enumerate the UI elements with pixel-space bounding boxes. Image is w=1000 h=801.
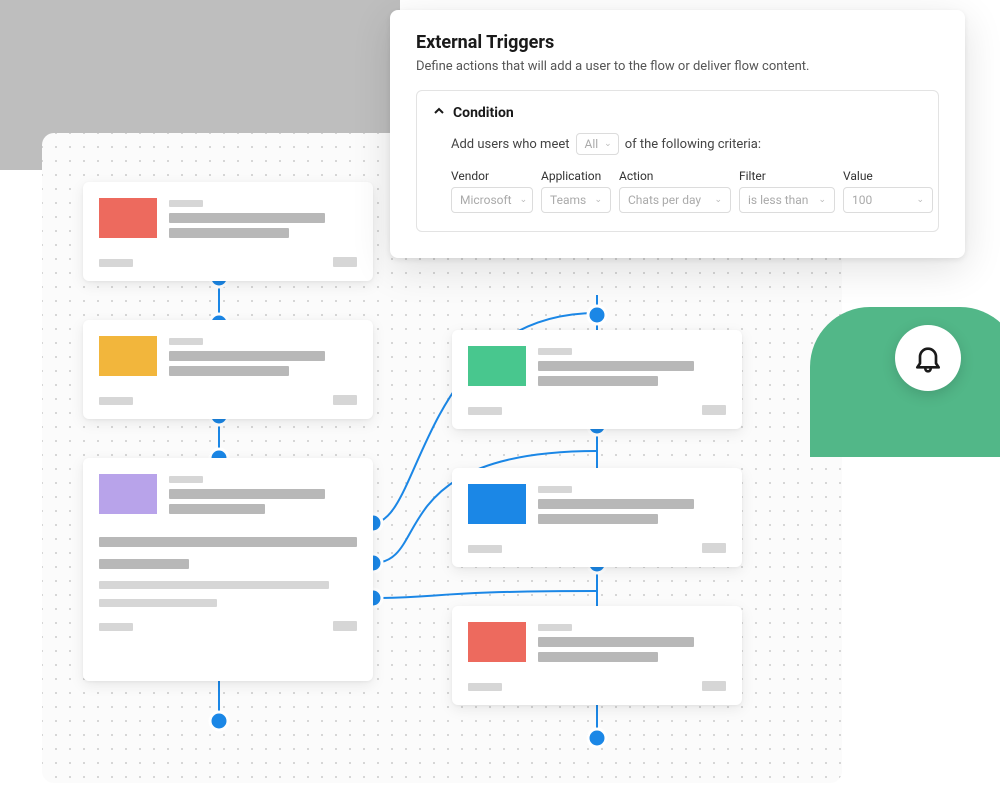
- chevron-down-icon: ⌄: [520, 195, 528, 205]
- condition-field: Value 100 ⌄: [843, 169, 933, 213]
- field-label: Action: [619, 169, 731, 183]
- flow-card[interactable]: [83, 458, 373, 681]
- card-footer-left: [99, 259, 133, 267]
- flow-card[interactable]: [452, 468, 742, 567]
- card-footer-right: [333, 257, 357, 267]
- panel-title: External Triggers: [416, 32, 939, 53]
- field-value: Chats per day: [628, 193, 701, 207]
- condition-header[interactable]: Condition: [433, 105, 922, 121]
- card-text-placeholder: [538, 346, 726, 391]
- field-select[interactable]: Microsoft ⌄: [451, 187, 533, 213]
- bell-icon: [912, 342, 944, 374]
- card-text-placeholder: [538, 484, 726, 529]
- card-footer-right: [333, 395, 357, 405]
- criteria-match-select[interactable]: All ⌄: [576, 133, 619, 155]
- chevron-down-icon: ⌄: [916, 195, 924, 205]
- card-footer-left: [468, 545, 502, 553]
- card-text-placeholder: [538, 622, 726, 667]
- card-color-swatch: [99, 336, 157, 376]
- condition-field: Filter is less than ⌄: [739, 169, 835, 213]
- notification-bell-button[interactable]: [895, 325, 961, 391]
- condition-field: Application Teams ⌄: [541, 169, 611, 213]
- panel-subtitle: Define actions that will add a user to t…: [416, 59, 939, 74]
- card-color-swatch: [468, 484, 526, 524]
- card-footer-right: [333, 621, 357, 631]
- condition-box: Condition Add users who meet All ⌄ of th…: [416, 90, 939, 232]
- card-footer-left: [468, 683, 502, 691]
- field-label: Vendor: [451, 169, 533, 183]
- chevron-down-icon: ⌄: [594, 195, 602, 205]
- flow-card[interactable]: [452, 330, 742, 429]
- condition-fields-row: Vendor Microsoft ⌄ Application Teams ⌄ Action C…: [433, 169, 922, 213]
- field-select[interactable]: 100 ⌄: [843, 187, 933, 213]
- field-value: 100: [852, 193, 872, 207]
- field-label: Value: [843, 169, 933, 183]
- condition-label: Condition: [453, 105, 514, 121]
- condition-field: Vendor Microsoft ⌄: [451, 169, 533, 213]
- card-footer-left: [99, 623, 133, 631]
- chevron-down-icon: ⌄: [818, 195, 826, 205]
- field-select[interactable]: Teams ⌄: [541, 187, 611, 213]
- card-text-placeholder: [169, 474, 357, 519]
- card-body-placeholder: [99, 537, 357, 607]
- field-select[interactable]: Chats per day ⌄: [619, 187, 731, 213]
- card-color-swatch: [468, 622, 526, 662]
- card-footer-left: [99, 397, 133, 405]
- flow-card[interactable]: [83, 182, 373, 281]
- card-color-swatch: [99, 474, 157, 514]
- card-color-swatch: [99, 198, 157, 238]
- field-label: Filter: [739, 169, 835, 183]
- flow-card[interactable]: [83, 320, 373, 419]
- chevron-down-icon: ⌄: [604, 139, 612, 149]
- card-text-placeholder: [169, 198, 357, 243]
- chevron-down-icon: ⌄: [714, 195, 722, 205]
- card-footer-right: [702, 543, 726, 553]
- card-text-placeholder: [169, 336, 357, 381]
- field-label: Application: [541, 169, 611, 183]
- field-value: Microsoft: [460, 193, 512, 207]
- card-footer-right: [702, 681, 726, 691]
- criteria-line: Add users who meet All ⌄ of the followin…: [433, 133, 922, 155]
- field-value: Teams: [550, 193, 586, 207]
- flow-card[interactable]: [452, 606, 742, 705]
- criteria-suffix: of the following criteria:: [625, 137, 761, 152]
- card-footer-left: [468, 407, 502, 415]
- condition-field: Action Chats per day ⌄: [619, 169, 731, 213]
- card-footer-right: [702, 405, 726, 415]
- criteria-prefix: Add users who meet: [451, 137, 570, 152]
- field-value: is less than: [748, 193, 808, 207]
- card-color-swatch: [468, 346, 526, 386]
- chevron-up-icon: [433, 105, 445, 121]
- field-select[interactable]: is less than ⌄: [739, 187, 835, 213]
- external-triggers-panel: External Triggers Define actions that wi…: [390, 10, 965, 258]
- criteria-match-value: All: [585, 137, 599, 151]
